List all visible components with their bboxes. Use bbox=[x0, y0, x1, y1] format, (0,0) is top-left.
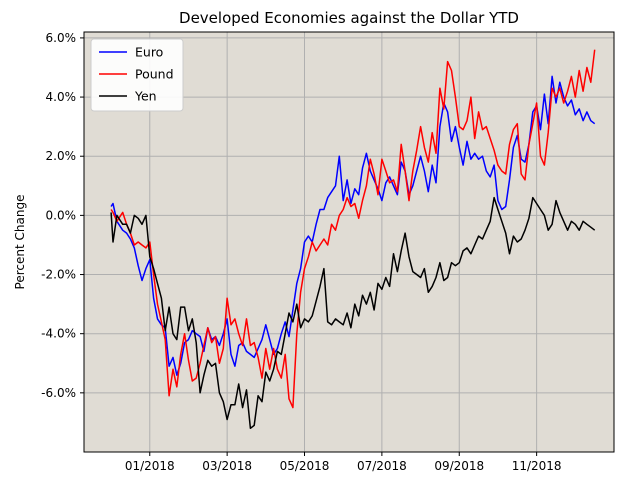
legend-box bbox=[90, 38, 184, 112]
chart-title: Developed Economies against the Dollar Y… bbox=[179, 9, 519, 27]
x-tick-label: 03/2018 bbox=[202, 459, 252, 473]
x-tick-label: 05/2018 bbox=[280, 459, 330, 473]
legend: Euro Pound Yen bbox=[90, 38, 184, 112]
series-line-pound bbox=[110, 49, 596, 409]
y-tick-label: -4.0% bbox=[41, 327, 76, 341]
series-line-yen bbox=[110, 196, 596, 430]
y-tick-label: 0.0% bbox=[46, 208, 77, 222]
axis-ticks: 01/2018 03/2018 05/2018 07/2018 09/2018 11/20… bbox=[41, 31, 561, 473]
y-tick-label: 6.0% bbox=[46, 31, 77, 45]
plot-frame bbox=[83, 31, 615, 453]
legend-label-pound: Pound bbox=[135, 67, 174, 82]
series-lines bbox=[110, 49, 596, 430]
y-tick-label: -6.0% bbox=[41, 386, 76, 400]
x-tick-label: 11/2018 bbox=[512, 459, 562, 473]
x-tick-label: 01/2018 bbox=[125, 459, 175, 473]
y-tick-label: -2.0% bbox=[41, 268, 76, 282]
y-axis-title: Percent Change bbox=[13, 195, 27, 290]
legend-label-euro: Euro bbox=[135, 45, 163, 60]
legend-label-yen: Yen bbox=[134, 89, 157, 104]
x-tick-label: 09/2018 bbox=[434, 459, 484, 473]
y-tick-label: 4.0% bbox=[46, 90, 77, 104]
x-tick-label: 07/2018 bbox=[357, 459, 407, 473]
series-line-euro bbox=[110, 75, 596, 376]
y-tick-label: 2.0% bbox=[46, 149, 77, 163]
